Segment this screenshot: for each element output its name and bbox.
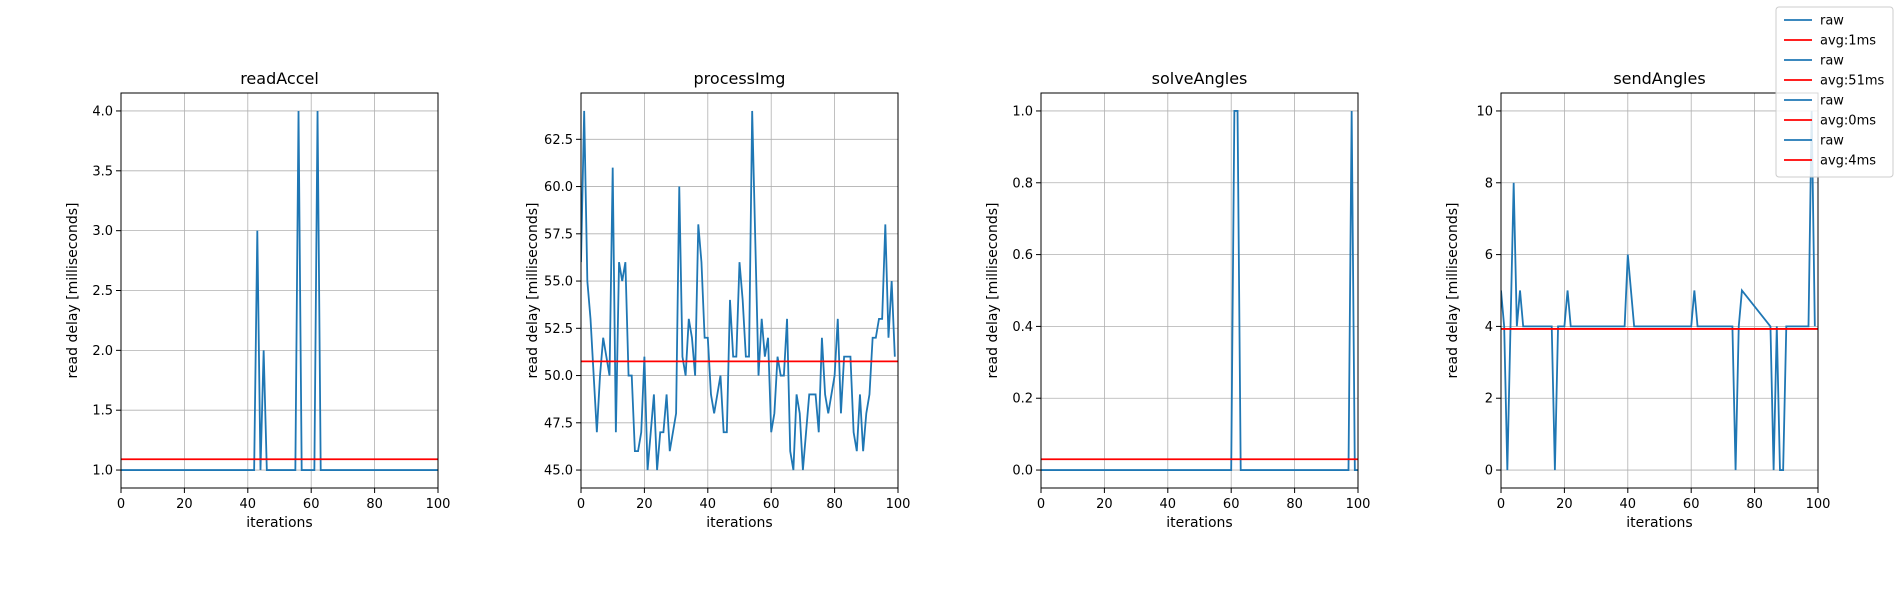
legend-label: avg:1ms xyxy=(1820,34,1876,49)
y-tick-label: 4 xyxy=(1485,320,1493,335)
y-tick-label: 57.5 xyxy=(544,227,573,242)
x-tick-label: 80 xyxy=(1746,497,1763,512)
y-tick-label: 47.5 xyxy=(544,416,573,431)
subplot-processImg: 0 20 40 60 80 100 45.0 47.5 50.0 52.5 55.0 57.5 60.0… xyxy=(525,69,910,531)
subplot-readAccel: 0 20 40 60 80 100 1.0 1.5 2.0 2.5 3.0 3.5 4.0 readAcc… xyxy=(65,69,450,531)
y-tick-label: 62.5 xyxy=(544,133,573,148)
y-tick-label: 0.8 xyxy=(1012,176,1033,191)
y-tick-label: 1.0 xyxy=(92,464,113,479)
y-tick-label: 55.0 xyxy=(544,275,573,290)
x-tick-label: 0 xyxy=(117,497,125,512)
y-tick-label: 8 xyxy=(1485,176,1493,191)
x-axis-label: iterations xyxy=(706,515,772,531)
x-tick-label: 20 xyxy=(636,497,653,512)
chart-title: sendAngles xyxy=(1613,69,1705,88)
y-tick-label: 52.5 xyxy=(544,322,573,337)
subplot-sendAngles: 0 20 40 60 80 100 0 2 4 6 8 10 sendAngles iterations r… xyxy=(1445,69,1830,531)
y-tick-label: 0.0 xyxy=(1012,464,1033,479)
x-tick-label: 0 xyxy=(1497,497,1505,512)
chart-title: solveAngles xyxy=(1152,69,1248,88)
y-axis-label: read delay [milliseconds] xyxy=(525,202,541,378)
y-tick-label: 2.0 xyxy=(92,344,113,359)
y-axis-label: read delay [milliseconds] xyxy=(1445,202,1461,378)
y-tick-label: 2.5 xyxy=(92,284,113,299)
x-tick-label: 80 xyxy=(366,497,383,512)
y-tick-label: 4.0 xyxy=(92,104,113,119)
x-tick-label: 0 xyxy=(1037,497,1045,512)
y-tick-label: 45.0 xyxy=(544,464,573,479)
legend: raw avg:1ms raw avg:51ms raw avg:0ms raw avg:4m… xyxy=(1775,6,1894,178)
y-axis-label: read delay [milliseconds] xyxy=(985,202,1001,378)
y-tick-label: 0.4 xyxy=(1012,320,1033,335)
legend-label: raw xyxy=(1820,94,1844,109)
legend-label: avg:51ms xyxy=(1820,74,1884,89)
plot-frame xyxy=(580,92,899,489)
y-tick-label: 3.5 xyxy=(92,164,113,179)
x-tick-label: 60 xyxy=(1683,497,1700,512)
legend-label: avg:0ms xyxy=(1820,114,1876,129)
y-tick-label: 1.5 xyxy=(92,404,113,419)
x-axis-label: iterations xyxy=(246,515,312,531)
x-tick-label: 40 xyxy=(1160,497,1177,512)
subplot-solveAngles: 0 20 40 60 80 100 0.0 0.2 0.4 0.6 0.8 1.0 solveAngle… xyxy=(985,69,1370,531)
chart-title: readAccel xyxy=(240,69,319,88)
plot-frame xyxy=(1500,92,1819,489)
x-tick-label: 20 xyxy=(1556,497,1573,512)
series-line-raw xyxy=(581,110,896,471)
x-tick-label: 40 xyxy=(1620,497,1637,512)
y-axis-label: read delay [milliseconds] xyxy=(65,202,81,378)
x-tick-label: 20 xyxy=(176,497,193,512)
legend-box xyxy=(1775,6,1894,178)
x-tick-label: 40 xyxy=(240,497,257,512)
x-axis-label: iterations xyxy=(1166,515,1232,531)
y-tick-label: 50.0 xyxy=(544,369,573,384)
legend-label: avg:4ms xyxy=(1820,154,1876,169)
legend-label: raw xyxy=(1820,54,1844,69)
x-tick-label: 100 xyxy=(1806,497,1831,512)
y-tick-label: 1.0 xyxy=(1012,104,1033,119)
y-tick-label: 2 xyxy=(1485,392,1493,407)
x-axis-label: iterations xyxy=(1626,515,1692,531)
chart-title: processImg xyxy=(694,69,786,88)
x-tick-label: 100 xyxy=(886,497,911,512)
x-tick-label: 0 xyxy=(577,497,585,512)
legend-label: raw xyxy=(1820,134,1844,149)
y-tick-label: 0 xyxy=(1485,464,1493,479)
x-tick-label: 80 xyxy=(1286,497,1303,512)
series-line-raw xyxy=(121,110,438,471)
x-tick-label: 100 xyxy=(1346,497,1371,512)
y-tick-label: 60.0 xyxy=(544,180,573,195)
y-tick-label: 6 xyxy=(1485,248,1493,263)
legend-label: raw xyxy=(1820,14,1844,29)
x-tick-label: 40 xyxy=(700,497,717,512)
series-line-raw xyxy=(1041,110,1358,471)
x-tick-label: 80 xyxy=(826,497,843,512)
series-line-raw xyxy=(1501,110,1816,471)
y-tick-label: 3.0 xyxy=(92,224,113,239)
x-tick-label: 60 xyxy=(1223,497,1240,512)
plot-frame xyxy=(1040,92,1359,489)
y-tick-label: 0.6 xyxy=(1012,248,1033,263)
x-tick-label: 60 xyxy=(303,497,320,512)
x-tick-label: 20 xyxy=(1096,497,1113,512)
x-tick-label: 60 xyxy=(763,497,780,512)
x-tick-label: 100 xyxy=(426,497,451,512)
y-tick-label: 0.2 xyxy=(1012,392,1033,407)
y-tick-label: 10 xyxy=(1476,104,1493,119)
